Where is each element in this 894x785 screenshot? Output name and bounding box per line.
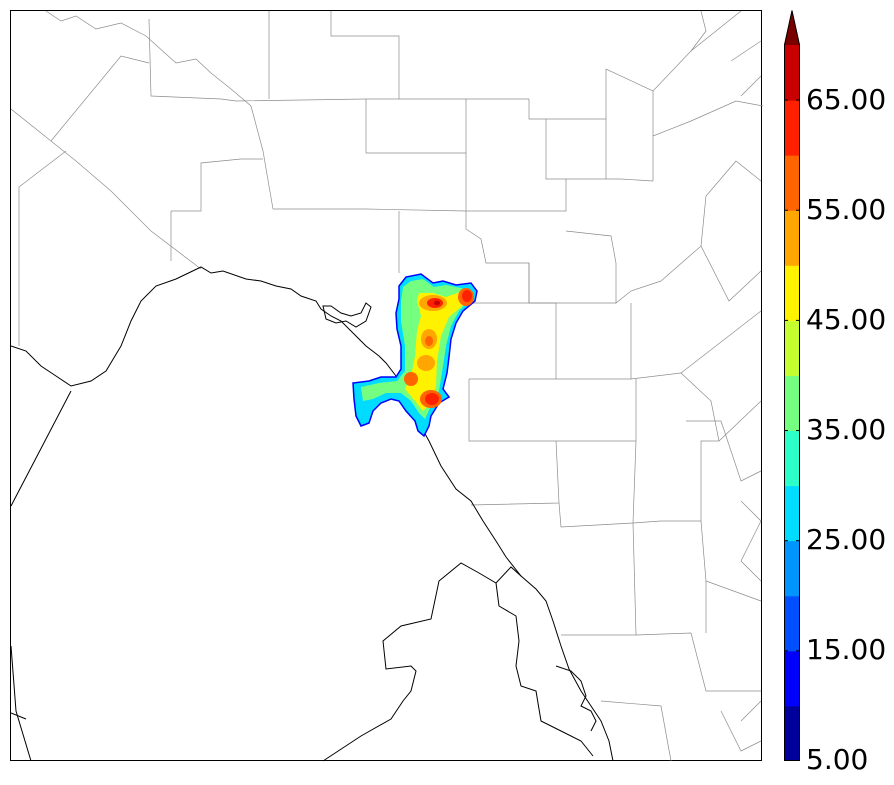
reflectivity-orange-cell [417,355,435,371]
colorbar-segment [784,155,800,211]
county-boundaries [11,11,763,762]
colorbar-segment [784,45,800,101]
colorbar-tick-label: 55.00 [806,193,887,226]
colorbar-segment [784,705,800,761]
colorbar-tick-label: 15.00 [806,633,887,666]
colorbar-tick-label: 5.00 [806,743,869,776]
colorbar-segment [784,210,800,266]
colorbar-tick-label: 65.00 [806,83,887,116]
reflectivity-red-cell [425,393,439,405]
border-lines [11,266,614,762]
colorbar-segment [784,375,800,432]
colorbar-segment [784,265,800,321]
reflectivity-red-cell [434,300,440,306]
reflectivity-orange-cell [404,372,418,386]
colorbar [784,10,800,761]
colorbar-outline [784,10,800,761]
colorbar-segment [784,485,800,542]
colorbar-segment [784,320,800,376]
colorbar-segment [784,650,800,707]
reflectivity-red-cell [462,290,472,302]
colorbar-segment [784,100,800,156]
colorbar-tick-label: 35.00 [806,413,887,446]
reflectivity-red-cell [425,336,433,346]
colorbar-segment [784,430,800,487]
reflectivity-yellow [405,291,469,411]
colorbar-tick-label: 25.00 [806,523,887,556]
colorbar-tick-label: 45.00 [806,303,887,336]
radar-map [11,11,763,762]
reflectivity-overlay [352,273,478,438]
colorbar-segment [784,595,800,652]
colorbar-extend-arrow [784,10,800,45]
map-panel [10,10,763,762]
colorbar-segment [784,540,800,597]
